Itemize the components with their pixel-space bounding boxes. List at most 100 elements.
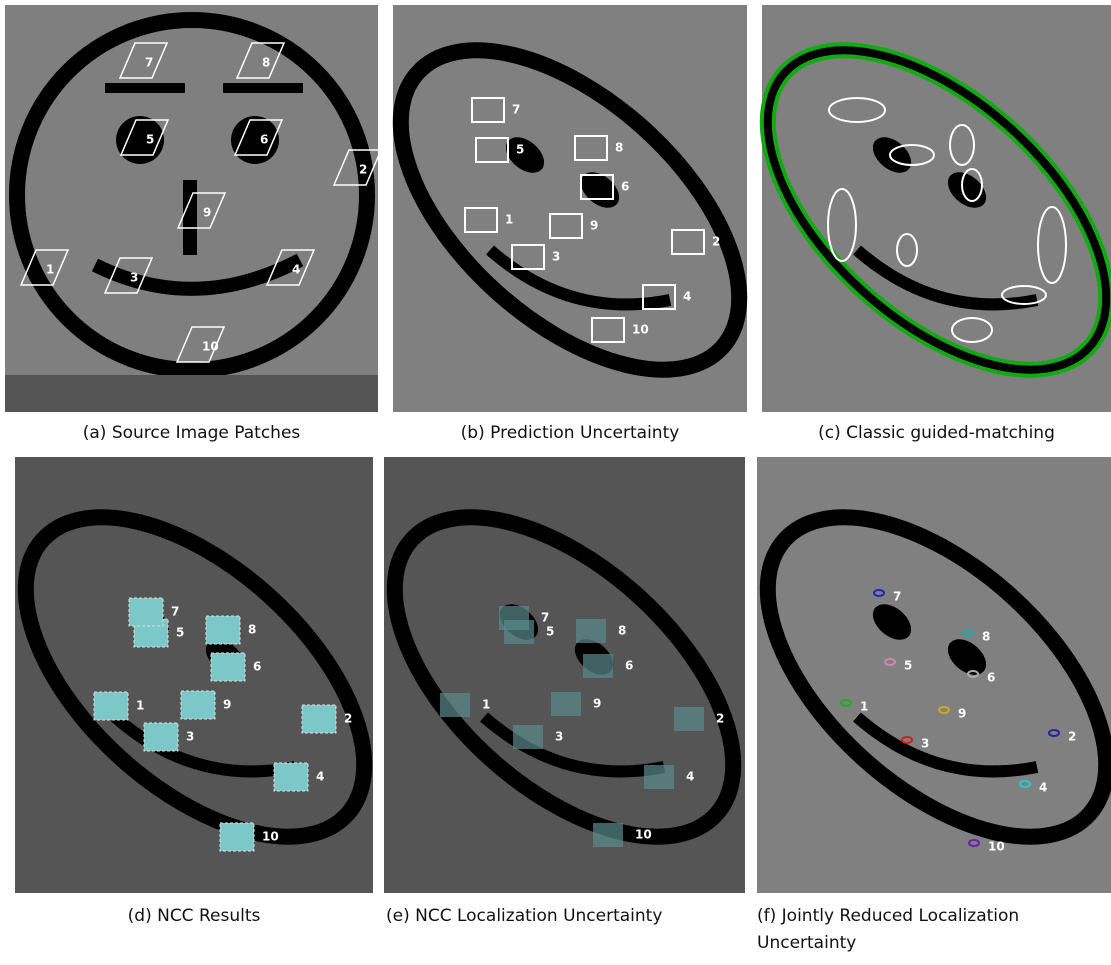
- eye: [231, 116, 279, 164]
- ncc-patch: [128, 597, 164, 627]
- uncertainty-box: [471, 97, 505, 123]
- patch-label: 10: [202, 340, 219, 354]
- patch-label: 10: [635, 828, 652, 842]
- patch-label: 7: [541, 611, 549, 625]
- patch-label: 1: [860, 700, 868, 714]
- uncertainty-ellipse: [949, 124, 975, 166]
- uncertainty-ellipse: [961, 168, 983, 202]
- uncertainty-ellipse: [1048, 729, 1060, 737]
- patch-outline: [19, 249, 70, 286]
- caption: (f) Jointly Reduced Localization Uncerta…: [757, 906, 1020, 953]
- ncc-patch: [210, 652, 246, 682]
- patch-label: 10: [988, 840, 1005, 854]
- ncc-patch: [513, 725, 543, 749]
- uncertainty-ellipse: [967, 670, 979, 678]
- uncertainty-ellipse: [884, 658, 896, 666]
- ncc-patch: [499, 606, 529, 630]
- patch-label: 8: [615, 141, 623, 155]
- patch-label: 2: [712, 235, 720, 249]
- patch-label: 4: [686, 770, 694, 784]
- panel-image: 1 2 3 4 5 6 7 8 9 10: [5, 5, 383, 412]
- patch-label: 1: [482, 698, 490, 712]
- patch-strip: [5, 375, 378, 412]
- uncertainty-ellipse: [896, 233, 918, 267]
- patch-label: 5: [516, 143, 524, 157]
- patch-label: 2: [344, 712, 352, 726]
- uncertainty-ellipse: [1001, 285, 1047, 305]
- caption: (a) Source Image Patches: [82, 423, 301, 443]
- uncertainty-box: [549, 213, 583, 239]
- patch-label: 9: [223, 698, 231, 712]
- uncertainty-ellipse: [968, 839, 980, 847]
- face-ring: [9, 12, 375, 378]
- eye: [872, 604, 912, 640]
- brow: [223, 83, 303, 93]
- uncertainty-ellipse: [889, 144, 935, 166]
- ncc-patch: [576, 619, 606, 643]
- patch-label: 6: [253, 660, 261, 674]
- patch-label: 4: [292, 263, 300, 277]
- caption: (c) Classic guided-matching: [818, 423, 1055, 443]
- patch-label: 9: [958, 707, 966, 721]
- patch-label: 1: [136, 699, 144, 713]
- patch-label: 9: [590, 219, 598, 233]
- patch-label: 8: [982, 630, 990, 644]
- eye: [505, 137, 545, 173]
- patch-label: 6: [621, 180, 629, 194]
- brow: [105, 83, 185, 93]
- patch-label: 9: [203, 206, 211, 220]
- mouth: [111, 712, 297, 778]
- uncertainty-ellipse: [938, 706, 950, 714]
- face-ring: [386, 509, 742, 845]
- caption: (e) NCC Localization Uncertainty: [386, 906, 663, 926]
- uncertainty-ellipse: [873, 589, 885, 597]
- caption: (b) Prediction Uncertainty: [460, 423, 680, 443]
- mouth: [486, 245, 672, 311]
- uncertainty-ellipse: [1037, 206, 1067, 284]
- patch-label: 2: [1068, 730, 1076, 744]
- patch-label: 2: [716, 712, 724, 726]
- eye: [947, 639, 987, 675]
- patch-label: 3: [552, 250, 560, 264]
- patch-label: 8: [262, 56, 270, 70]
- mouth: [91, 253, 304, 296]
- uncertainty-ellipse: [1019, 780, 1031, 788]
- panel-image: 1 2 3 4 5 6 7 8 9 10: [757, 457, 1111, 893]
- ncc-patch: [301, 704, 337, 734]
- uncertainty-ellipse: [828, 97, 886, 123]
- image-background: [757, 457, 1111, 893]
- uncertainty-box: [475, 137, 509, 163]
- patch-outline: [233, 119, 284, 156]
- ncc-patch: [93, 691, 129, 721]
- nose: [183, 180, 197, 255]
- ncc-patch: [205, 615, 241, 645]
- ncc-patch: [674, 707, 704, 731]
- ncc-patch: [180, 690, 216, 720]
- face-ring: [763, 46, 1111, 374]
- uncertainty-ellipse: [840, 699, 852, 707]
- face-ring: [759, 509, 1111, 845]
- patch-label: 10: [262, 830, 279, 844]
- uncertainty-box: [591, 317, 625, 343]
- patch-outline: [332, 149, 383, 186]
- patch-label: 7: [171, 605, 179, 619]
- patch-label: 3: [555, 730, 563, 744]
- patch-label: 1: [46, 263, 54, 277]
- caption: (d) NCC Results: [127, 906, 261, 926]
- patch-label: 3: [130, 271, 138, 285]
- uncertainty-box: [642, 284, 676, 310]
- patch-label: 5: [176, 626, 184, 640]
- patch-label: 6: [260, 133, 268, 147]
- patch-label: 4: [316, 770, 324, 784]
- uncertainty-ellipse: [827, 188, 857, 262]
- uncertainty-box: [580, 174, 614, 200]
- patch-label: 10: [632, 323, 649, 337]
- patch-label: 7: [512, 103, 520, 117]
- eye: [116, 116, 164, 164]
- ncc-patch: [593, 823, 623, 847]
- patch-label: 3: [921, 737, 929, 751]
- patch-label: 5: [546, 625, 554, 639]
- patch-label: 9: [593, 697, 601, 711]
